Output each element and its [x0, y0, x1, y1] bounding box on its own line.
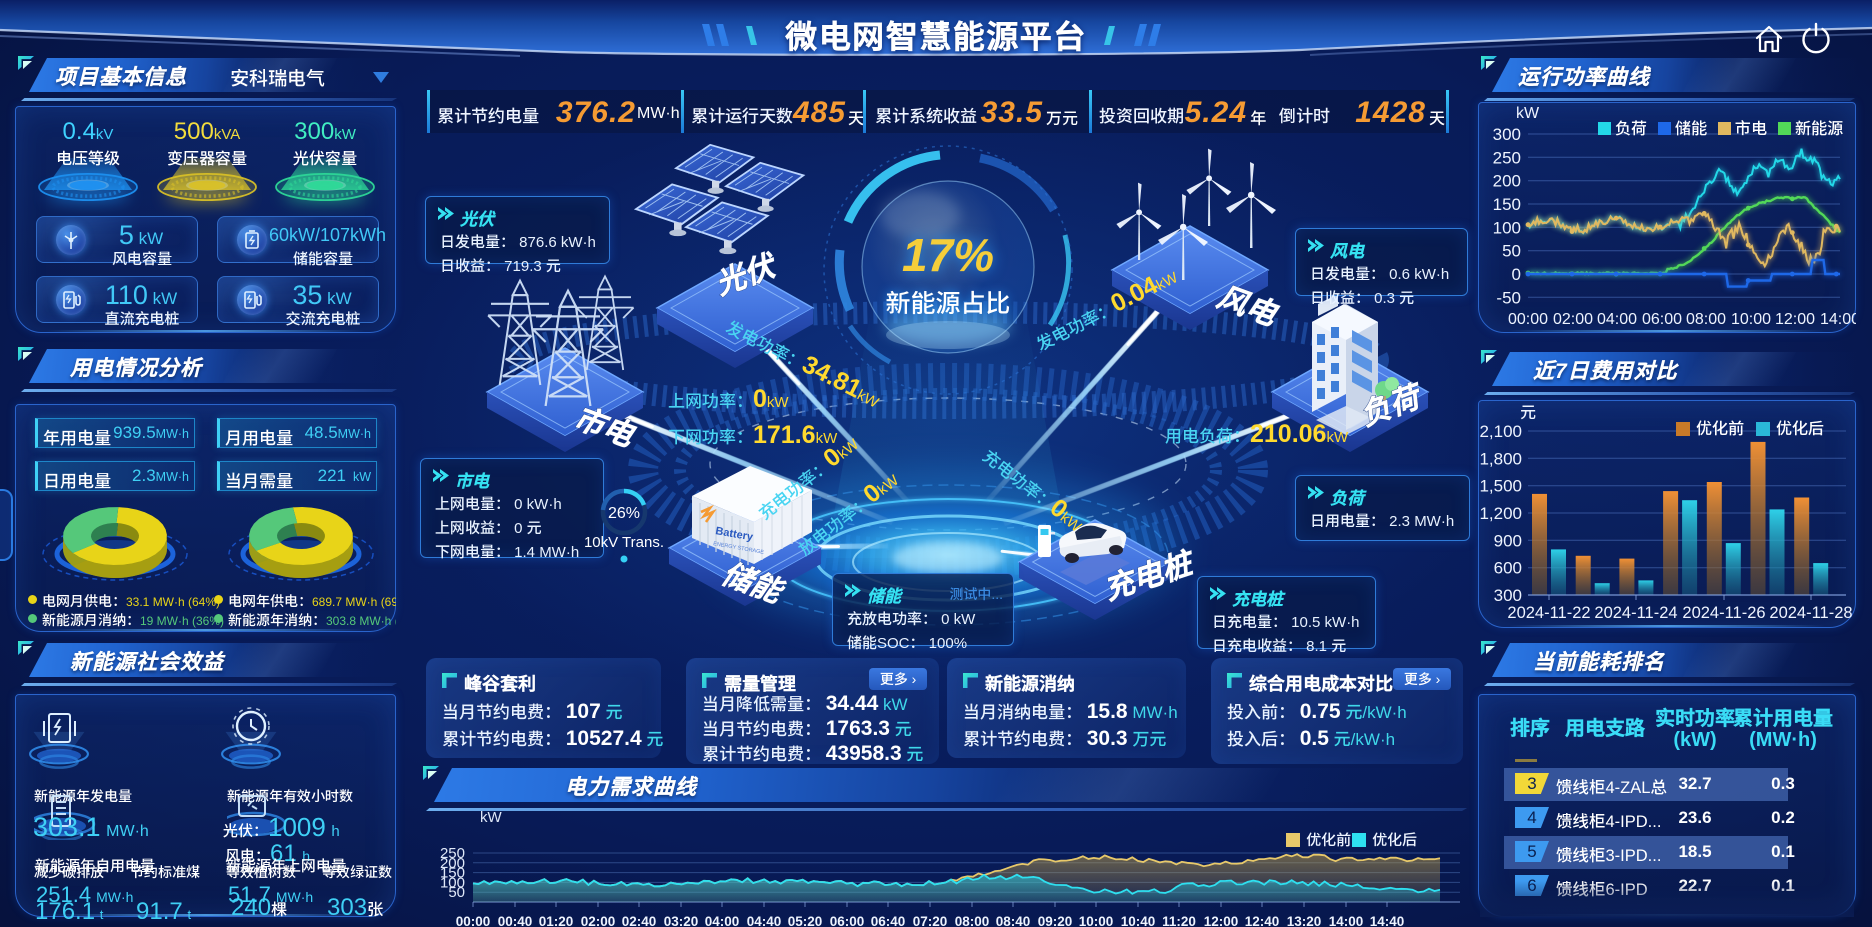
- svg-text:14:40: 14:40: [1370, 914, 1405, 926]
- svg-text:12:00: 12:00: [1204, 914, 1239, 926]
- svg-text:11:20: 11:20: [1162, 914, 1196, 926]
- svg-text:1,200: 1,200: [1479, 504, 1522, 523]
- svg-text:26%: 26%: [608, 505, 640, 522]
- svg-text:00:00: 00:00: [1508, 311, 1548, 328]
- svg-text:04:40: 04:40: [747, 914, 782, 926]
- svg-text:2024-11-28: 2024-11-28: [1769, 604, 1852, 622]
- svg-text:09:20: 09:20: [1038, 914, 1073, 926]
- svg-text:300: 300: [1494, 586, 1522, 605]
- svg-text:150: 150: [440, 865, 465, 882]
- svg-text:优化前: 优化前: [1306, 831, 1351, 849]
- svg-text:200: 200: [440, 855, 465, 872]
- svg-text:07:20: 07:20: [913, 914, 948, 926]
- svg-text:优化前: 优化前: [1696, 419, 1744, 438]
- svg-text:250: 250: [440, 845, 465, 862]
- svg-text:03:20: 03:20: [664, 914, 699, 926]
- svg-text:600: 600: [1494, 559, 1522, 578]
- svg-text:100: 100: [440, 874, 465, 891]
- svg-text:04:00: 04:00: [705, 914, 740, 926]
- svg-text:-50: -50: [1496, 288, 1521, 307]
- svg-text:2024-11-22: 2024-11-22: [1507, 604, 1590, 622]
- svg-text:kW: kW: [480, 809, 503, 826]
- svg-text:1,800: 1,800: [1479, 449, 1522, 468]
- svg-text:06:00: 06:00: [1642, 311, 1682, 328]
- svg-text:12:40: 12:40: [1245, 914, 1280, 926]
- svg-text:08:00: 08:00: [1686, 311, 1726, 328]
- svg-text:900: 900: [1494, 531, 1522, 550]
- svg-text:14:00: 14:00: [1329, 914, 1364, 926]
- svg-text:02:00: 02:00: [581, 914, 616, 926]
- svg-text:2024-11-26: 2024-11-26: [1682, 604, 1765, 622]
- svg-text:08:00: 08:00: [955, 914, 990, 926]
- svg-text:12:00: 12:00: [1775, 311, 1815, 328]
- svg-text:2024-11-24: 2024-11-24: [1594, 604, 1677, 622]
- svg-text:2,100: 2,100: [1479, 422, 1522, 441]
- svg-text:04:00: 04:00: [1597, 311, 1637, 328]
- svg-text:10:00: 10:00: [1731, 311, 1771, 328]
- svg-text:01:20: 01:20: [539, 914, 574, 926]
- svg-text:14:00: 14:00: [1820, 311, 1856, 328]
- svg-text:13:20: 13:20: [1287, 914, 1322, 926]
- svg-text:50: 50: [448, 884, 465, 901]
- svg-text:300: 300: [1493, 125, 1521, 144]
- svg-text:负荷: 负荷: [1615, 120, 1647, 138]
- svg-text:06:40: 06:40: [871, 914, 906, 926]
- svg-text:1,500: 1,500: [1479, 477, 1522, 496]
- svg-text:02:40: 02:40: [622, 914, 657, 926]
- svg-text:08:40: 08:40: [996, 914, 1031, 926]
- svg-text:10kV Trans.: 10kV Trans.: [584, 534, 664, 551]
- svg-text:新能源: 新能源: [1795, 119, 1843, 138]
- svg-text:00:00: 00:00: [456, 914, 491, 926]
- svg-text:优化后: 优化后: [1372, 831, 1417, 849]
- svg-text:0: 0: [1512, 265, 1521, 284]
- svg-text:元: 元: [1520, 405, 1536, 422]
- svg-text:市电: 市电: [1735, 119, 1767, 138]
- svg-text:10:40: 10:40: [1121, 914, 1156, 926]
- svg-text:250: 250: [1493, 148, 1521, 167]
- svg-text:06:00: 06:00: [830, 914, 865, 926]
- svg-text:储能: 储能: [1675, 119, 1707, 138]
- svg-text:kW: kW: [1516, 105, 1540, 122]
- svg-text:05:20: 05:20: [788, 914, 823, 926]
- svg-text:00:40: 00:40: [498, 914, 533, 926]
- svg-text:100: 100: [1493, 218, 1521, 237]
- svg-text:200: 200: [1493, 172, 1521, 191]
- svg-text:02:00: 02:00: [1553, 311, 1593, 328]
- svg-text:优化后: 优化后: [1776, 419, 1824, 438]
- svg-text:150: 150: [1493, 195, 1521, 214]
- svg-text:风电: 风电: [1213, 281, 1283, 333]
- svg-text:10:00: 10:00: [1079, 914, 1114, 926]
- svg-text:50: 50: [1502, 242, 1521, 261]
